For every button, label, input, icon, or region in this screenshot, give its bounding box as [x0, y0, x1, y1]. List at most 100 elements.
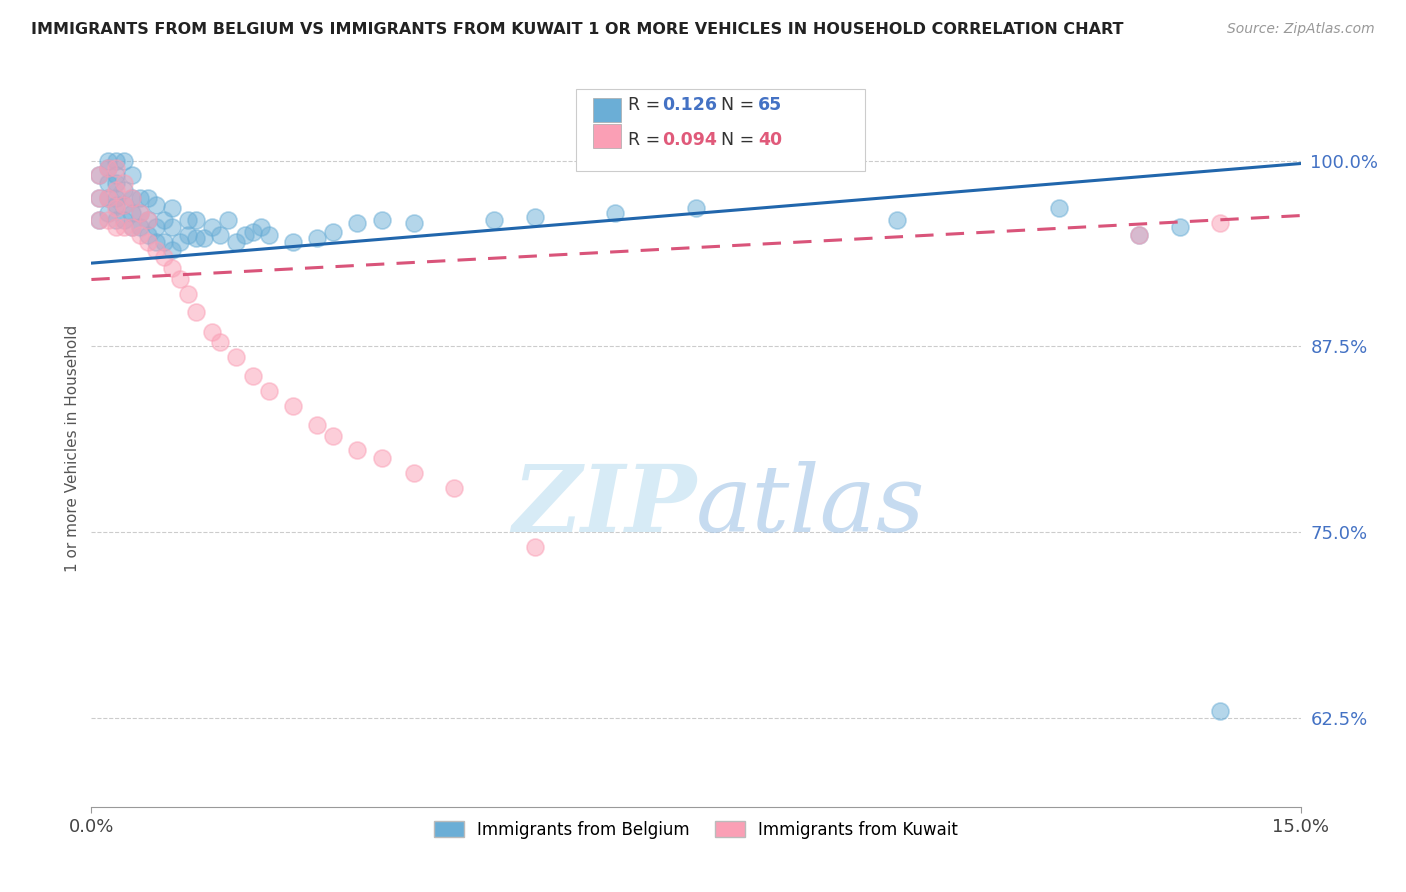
Point: [186, 231, 208, 245]
Point: [322, 428, 344, 442]
Point: [257, 384, 280, 398]
Text: N =: N =: [721, 131, 761, 149]
Point: [121, 220, 143, 235]
Point: [153, 235, 176, 250]
Point: [169, 235, 191, 250]
Point: [257, 227, 280, 242]
Point: [96, 213, 118, 227]
Point: [136, 227, 159, 242]
Point: [145, 235, 167, 250]
Point: [136, 213, 159, 227]
Point: [1209, 216, 1232, 230]
Point: [177, 287, 200, 301]
Point: [685, 201, 707, 215]
Point: [1209, 704, 1232, 718]
Point: [145, 243, 167, 257]
Point: [89, 213, 111, 227]
Point: [104, 220, 127, 235]
Point: [370, 450, 392, 465]
Point: [104, 191, 127, 205]
Point: [217, 213, 239, 227]
Point: [112, 183, 135, 197]
Point: [121, 191, 143, 205]
Point: [169, 272, 191, 286]
Point: [201, 220, 224, 235]
Point: [104, 213, 127, 227]
Point: [281, 399, 304, 413]
Point: [443, 481, 465, 495]
Point: [89, 169, 111, 183]
Text: 40: 40: [758, 131, 782, 149]
Point: [160, 260, 183, 275]
Point: [128, 191, 150, 205]
Point: [104, 153, 127, 168]
Point: [307, 418, 329, 433]
Point: [177, 227, 200, 242]
Point: [225, 350, 247, 364]
Point: [136, 191, 159, 205]
Point: [322, 225, 344, 239]
Point: [1128, 227, 1150, 242]
Point: [160, 220, 183, 235]
Point: [605, 205, 627, 219]
Point: [89, 191, 111, 205]
Point: [112, 176, 135, 190]
Point: [160, 201, 183, 215]
Point: [96, 161, 118, 175]
Point: [145, 198, 167, 212]
Point: [104, 183, 127, 197]
Point: [201, 325, 224, 339]
Point: [281, 235, 304, 250]
Point: [1047, 201, 1070, 215]
Point: [307, 231, 329, 245]
Point: [346, 216, 368, 230]
Point: [112, 220, 135, 235]
Point: [153, 250, 176, 264]
Point: [96, 161, 118, 175]
Legend: Immigrants from Belgium, Immigrants from Kuwait: Immigrants from Belgium, Immigrants from…: [427, 814, 965, 846]
Point: [89, 213, 111, 227]
Point: [89, 169, 111, 183]
Point: [484, 213, 506, 227]
Text: Source: ZipAtlas.com: Source: ZipAtlas.com: [1227, 22, 1375, 37]
Point: [121, 205, 143, 219]
Point: [121, 220, 143, 235]
Point: [96, 153, 118, 168]
Text: R =: R =: [628, 96, 666, 114]
Point: [136, 213, 159, 227]
Point: [128, 227, 150, 242]
Point: [249, 220, 271, 235]
Point: [242, 225, 264, 239]
Point: [523, 210, 546, 224]
Point: [104, 176, 127, 190]
Point: [523, 540, 546, 554]
Point: [402, 466, 425, 480]
Point: [128, 205, 150, 219]
Point: [1168, 220, 1191, 235]
Point: [186, 305, 208, 319]
Point: [209, 227, 232, 242]
Point: [153, 213, 176, 227]
Point: [104, 161, 127, 175]
Text: 0.094: 0.094: [662, 131, 717, 149]
Point: [104, 169, 127, 183]
Point: [886, 213, 908, 227]
Point: [128, 220, 150, 235]
Point: [136, 235, 159, 250]
Point: [242, 369, 264, 384]
Point: [209, 334, 232, 349]
Text: atlas: atlas: [696, 460, 925, 550]
Point: [121, 169, 143, 183]
Point: [96, 176, 118, 190]
Point: [112, 198, 135, 212]
Point: [177, 213, 200, 227]
Point: [225, 235, 247, 250]
Text: R =: R =: [628, 131, 666, 149]
Point: [89, 191, 111, 205]
Point: [112, 213, 135, 227]
Point: [346, 443, 368, 458]
Point: [104, 198, 127, 212]
Point: [96, 205, 118, 219]
Text: IMMIGRANTS FROM BELGIUM VS IMMIGRANTS FROM KUWAIT 1 OR MORE VEHICLES IN HOUSEHOL: IMMIGRANTS FROM BELGIUM VS IMMIGRANTS FR…: [31, 22, 1123, 37]
Point: [233, 227, 256, 242]
